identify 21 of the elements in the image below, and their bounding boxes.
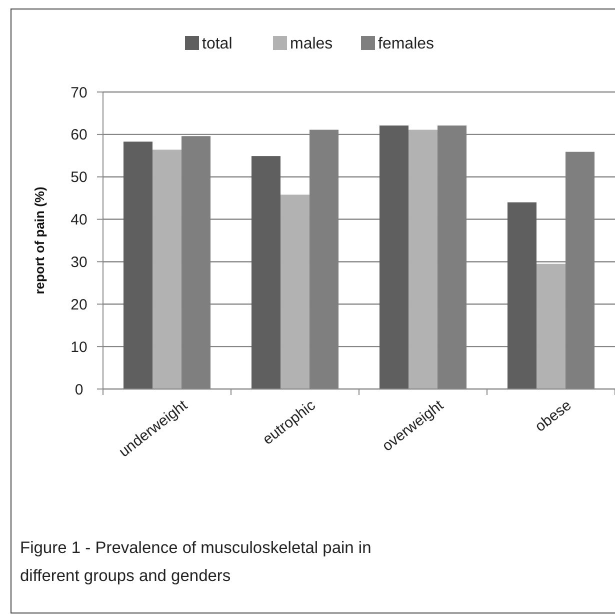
bar: [536, 264, 566, 389]
y-tick-label: 40: [70, 212, 88, 229]
bar: [379, 126, 408, 389]
y-tick-label: 0: [74, 381, 84, 398]
legend-label: females: [378, 36, 434, 53]
y-tick-label: 60: [70, 126, 88, 144]
caption: Figure 1 - Prevalence of musculoskeletal pain in different groups and genders: [20, 539, 372, 585]
legend-label: total: [202, 36, 232, 53]
bar: [251, 156, 280, 389]
bar: [280, 194, 310, 389]
y-tick-label: 20: [70, 296, 88, 314]
bar: [152, 150, 182, 389]
bar: [123, 142, 152, 389]
y-tick-label: 50: [70, 169, 88, 186]
y-tick-label: 30: [70, 254, 88, 271]
y-tick-label: 10: [70, 338, 88, 356]
bar: [408, 130, 438, 389]
y-tick-label: 70: [70, 84, 88, 102]
bar: [507, 202, 536, 389]
y-axis-title: report of pain (%): [32, 186, 47, 294]
legend-label: males: [290, 36, 333, 53]
